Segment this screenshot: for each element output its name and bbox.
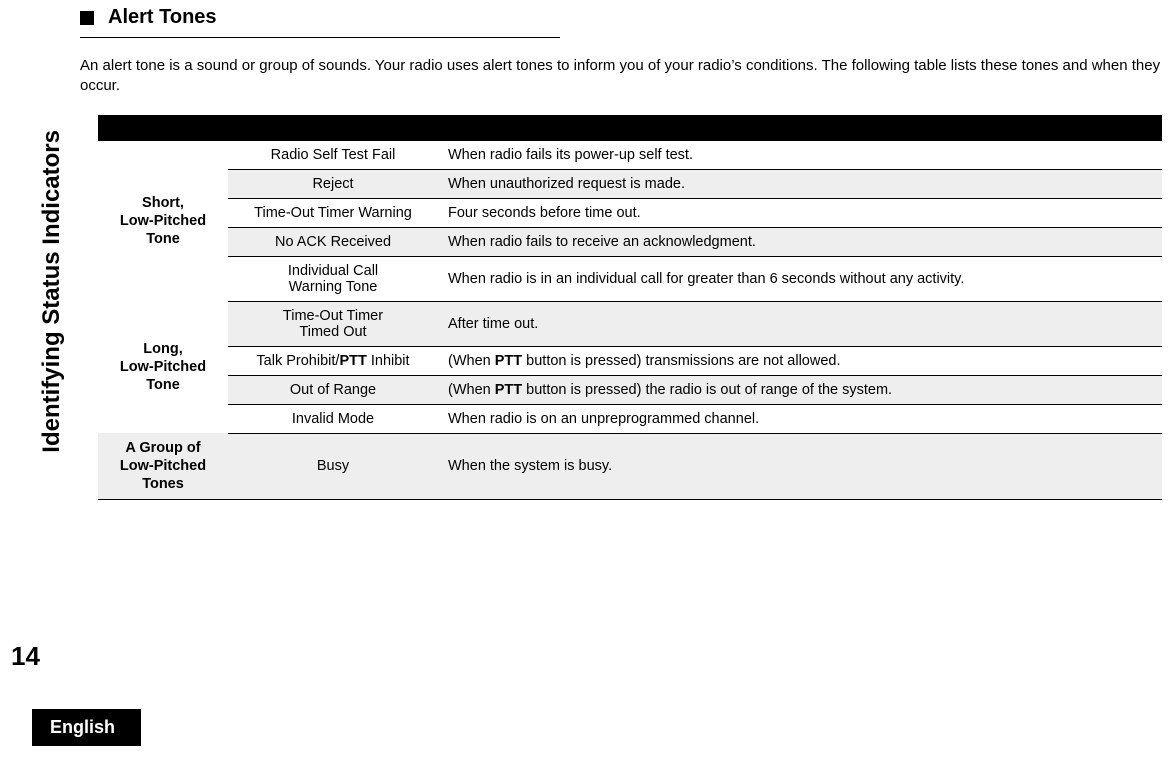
page-number: 14	[11, 641, 40, 672]
heading-text: Alert Tones	[108, 6, 217, 29]
tone-desc: When radio fails its power-up self test.	[438, 141, 1162, 170]
tones-table: Short, Low-Pitched Tone Radio Self Test …	[98, 141, 1162, 501]
tone-name: Reject	[228, 169, 438, 198]
tone-desc: (When PTT button is pressed) transmissio…	[438, 346, 1162, 375]
tone-desc: When radio is in an individual call for …	[438, 256, 1162, 301]
tone-desc: Four seconds before time out.	[438, 198, 1162, 227]
table-row: Individual Call Warning Tone When radio …	[98, 256, 1162, 301]
table-row: Long, Low-Pitched Tone Time-Out Timer Ti…	[98, 301, 1162, 346]
table-row: A Group of Low-Pitched Tones Busy When t…	[98, 433, 1162, 500]
heading-bullet-icon	[80, 11, 94, 25]
group-label: Long, Low-Pitched Tone	[98, 301, 228, 433]
intro-paragraph: An alert tone is a sound or group of sou…	[80, 56, 1162, 97]
side-tab: Identifying Status Indicators	[38, 0, 66, 130]
tone-desc: After time out.	[438, 301, 1162, 346]
tone-desc: When the system is busy.	[438, 433, 1162, 500]
tones-table-wrap: Short, Low-Pitched Tone Radio Self Test …	[98, 115, 1162, 501]
tone-name: Time-Out Timer Warning	[228, 198, 438, 227]
tone-name: No ACK Received	[228, 227, 438, 256]
tone-name: Time-Out Timer Timed Out	[228, 301, 438, 346]
tone-name: Invalid Mode	[228, 404, 438, 433]
tone-name: Busy	[228, 433, 438, 500]
table-row: Reject When unauthorized request is made…	[98, 169, 1162, 198]
language-label: English	[50, 717, 115, 737]
heading-row: Alert Tones	[80, 6, 1162, 29]
table-row: Talk Prohibit/PTT Inhibit (When PTT butt…	[98, 346, 1162, 375]
tone-name: Individual Call Warning Tone	[228, 256, 438, 301]
language-tab: English	[32, 709, 141, 746]
tone-name: Out of Range	[228, 375, 438, 404]
table-header-bar	[98, 115, 1162, 141]
table-row: Short, Low-Pitched Tone Radio Self Test …	[98, 141, 1162, 170]
group-label: A Group of Low-Pitched Tones	[98, 433, 228, 500]
table-row: No ACK Received When radio fails to rece…	[98, 227, 1162, 256]
table-row: Out of Range (When PTT button is pressed…	[98, 375, 1162, 404]
heading-rule	[80, 37, 560, 38]
content-area: Alert Tones An alert tone is a sound or …	[80, 6, 1162, 500]
table-row: Invalid Mode When radio is on an unprepr…	[98, 404, 1162, 433]
tone-desc: When radio is on an unpreprogrammed chan…	[438, 404, 1162, 433]
group-label: Short, Low-Pitched Tone	[98, 141, 228, 302]
tone-name: Talk Prohibit/PTT Inhibit	[228, 346, 438, 375]
tone-desc: (When PTT button is pressed) the radio i…	[438, 375, 1162, 404]
table-row: Time-Out Timer Warning Four seconds befo…	[98, 198, 1162, 227]
side-tab-label: Identifying Status Indicators	[38, 130, 66, 453]
tone-name: Radio Self Test Fail	[228, 141, 438, 170]
tone-desc: When radio fails to receive an acknowled…	[438, 227, 1162, 256]
tone-desc: When unauthorized request is made.	[438, 169, 1162, 198]
